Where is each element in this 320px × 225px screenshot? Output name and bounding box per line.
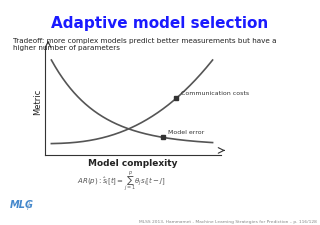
Text: Model error: Model error — [168, 129, 204, 134]
Text: Adaptive model selection: Adaptive model selection — [52, 16, 268, 31]
Text: Tradeoff: more complex models predict better measurements but have a
higher numb: Tradeoff: more complex models predict be… — [13, 38, 276, 51]
Text: Communication costs: Communication costs — [181, 90, 250, 95]
Y-axis label: Metric: Metric — [33, 88, 42, 114]
Text: /: / — [27, 200, 30, 210]
Text: Model complexity: Model complexity — [88, 159, 178, 168]
Text: MLSS 2013, Hammamet - Machine Learning Strategies for Prediction – p. 116/128: MLSS 2013, Hammamet - Machine Learning S… — [139, 219, 317, 223]
Text: MLG: MLG — [10, 199, 34, 209]
Text: $AR(p) : \hat{s}_i[t] = \sum_{j=1}^{p} \theta_j s_i[t-j]$: $AR(p) : \hat{s}_i[t] = \sum_{j=1}^{p} \… — [77, 169, 166, 193]
